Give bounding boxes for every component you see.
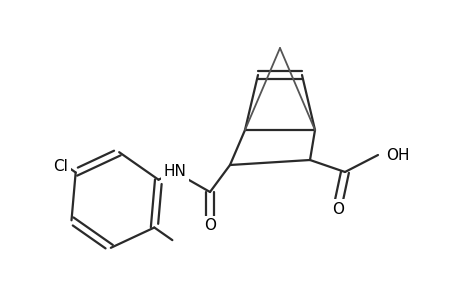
Text: HN: HN [163,164,186,179]
Text: O: O [203,218,216,233]
Text: O: O [331,202,343,217]
Text: Cl: Cl [53,159,68,174]
Text: OH: OH [385,148,409,163]
